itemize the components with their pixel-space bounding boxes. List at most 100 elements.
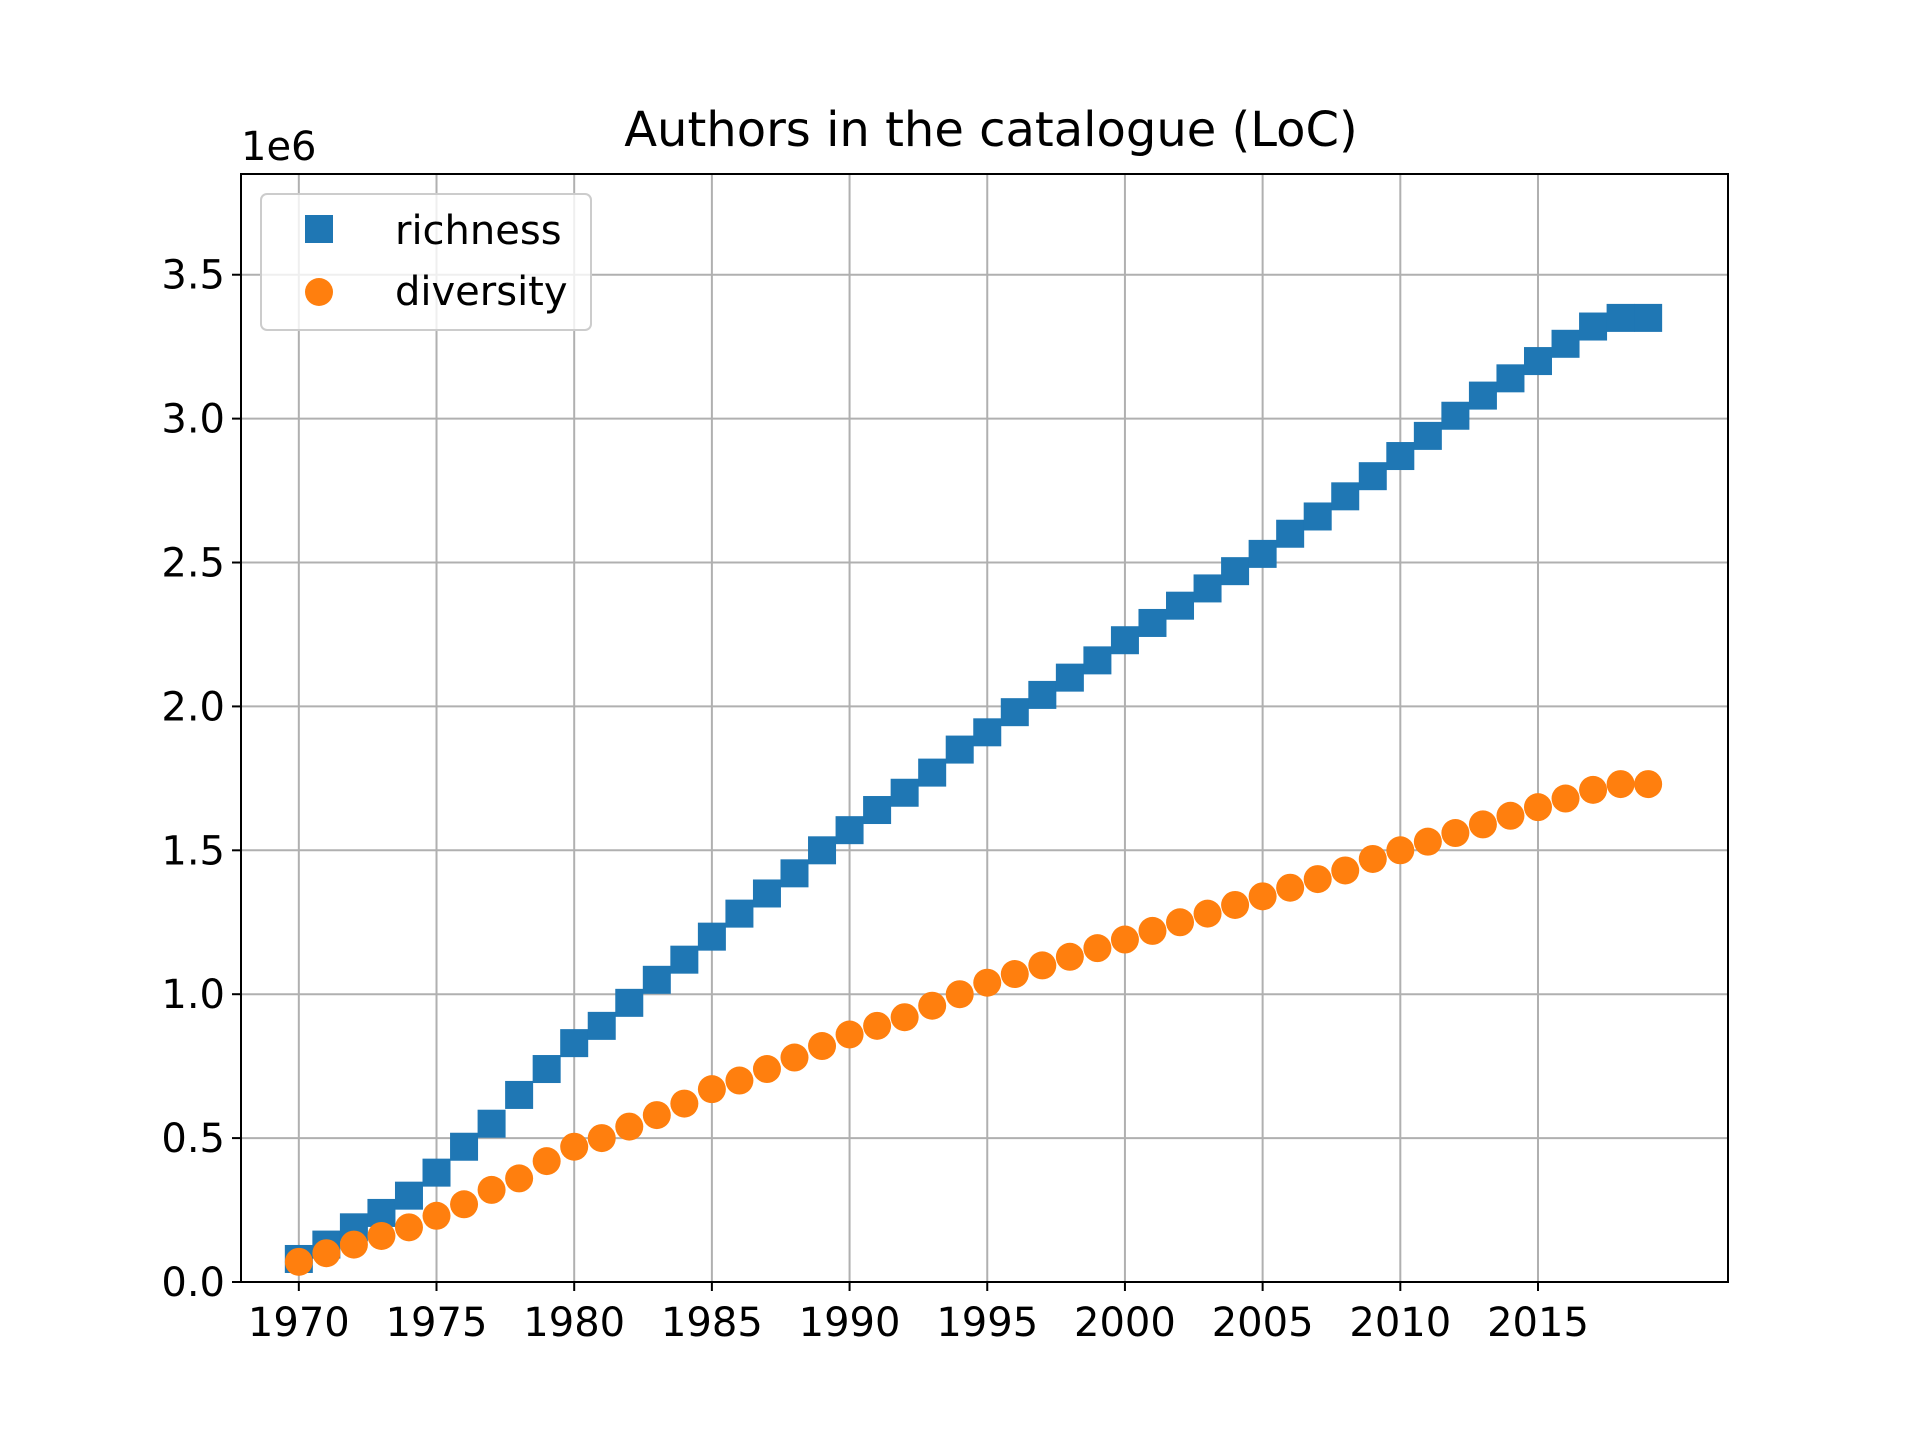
diversity-point — [1634, 770, 1663, 799]
richness-point — [1386, 442, 1415, 471]
x-tick-label: 2005 — [1212, 1300, 1314, 1346]
richness-point — [1496, 364, 1525, 393]
y-tick-label: 1.5 — [161, 828, 225, 874]
richness-point — [863, 796, 892, 825]
richness-point — [1028, 680, 1057, 709]
diversity-point — [890, 1003, 919, 1032]
x-tick-label: 1985 — [661, 1300, 763, 1346]
x-tick-label: 2015 — [1487, 1300, 1589, 1346]
axis-ticks: 1970 1975 1980 1985 1990 1995 2000 2005 2010 2015… — [161, 253, 1589, 1346]
diversity-point — [1303, 865, 1332, 894]
diversity-point — [918, 991, 947, 1020]
diversity-point — [1386, 836, 1415, 865]
diversity-point — [1276, 873, 1305, 902]
richness-point — [1138, 608, 1167, 637]
diversity-point — [1000, 960, 1029, 989]
diversity-point — [863, 1011, 892, 1040]
richness-point — [560, 1029, 589, 1058]
diversity-point — [587, 1124, 616, 1153]
richness-point — [918, 758, 947, 787]
diversity-point — [1441, 819, 1470, 848]
richness-point — [725, 899, 754, 928]
richness-point — [1303, 502, 1332, 531]
diversity-point — [642, 1101, 671, 1130]
richness-point — [752, 879, 781, 908]
legend-richness-label: richness — [395, 208, 562, 254]
richness-point — [890, 778, 919, 807]
diversity-point — [697, 1075, 726, 1104]
richness-point — [1083, 646, 1112, 675]
diversity-point — [1331, 856, 1360, 885]
richness-point — [477, 1109, 506, 1138]
diversity-point — [312, 1239, 341, 1268]
y-tick-label: 0.5 — [161, 1116, 225, 1162]
diversity-point — [752, 1055, 781, 1084]
legend-richness-marker — [305, 215, 333, 243]
richness-point — [697, 922, 726, 951]
diversity-point — [1110, 925, 1139, 954]
richness-point — [1221, 557, 1250, 586]
richness-point — [1331, 482, 1360, 511]
y-tick-label: 3.5 — [161, 253, 225, 299]
x-tick-label: 1990 — [799, 1300, 901, 1346]
diversity-point — [945, 980, 974, 1009]
diversity-point — [615, 1112, 644, 1141]
diversity-point — [505, 1164, 534, 1193]
richness-point — [1000, 698, 1029, 727]
richness-point — [1055, 663, 1084, 692]
chart-title: Authors in the catalogue (LoC) — [624, 102, 1358, 158]
richness-point — [670, 945, 699, 974]
diversity-point — [1055, 942, 1084, 971]
richness-point — [808, 836, 837, 865]
x-tick-label: 1980 — [523, 1300, 625, 1346]
richness-point — [1413, 421, 1442, 450]
richness-point — [1634, 303, 1663, 332]
y-tick-label: 2.5 — [161, 541, 225, 587]
diversity-point — [560, 1132, 589, 1161]
diversity-point — [394, 1213, 423, 1242]
diversity-point — [1606, 770, 1635, 799]
richness-point — [1551, 329, 1580, 358]
x-tick-label: 2010 — [1349, 1300, 1451, 1346]
diversity-point — [1028, 951, 1057, 980]
richness-point — [973, 718, 1002, 747]
x-tick-label: 1995 — [936, 1300, 1038, 1346]
diversity-point — [808, 1032, 837, 1061]
legend-box — [260, 193, 592, 331]
diversity-point — [1138, 916, 1167, 945]
richness-point — [422, 1158, 451, 1187]
legend: richness diversity — [260, 193, 592, 331]
diversity-point — [532, 1147, 561, 1176]
diversity-point — [1221, 890, 1250, 919]
x-tick-label: 1970 — [248, 1300, 350, 1346]
diversity-point — [284, 1247, 313, 1276]
diversity-point — [670, 1089, 699, 1118]
diversity-point — [1551, 784, 1580, 813]
diversity-point — [1496, 801, 1525, 830]
diversity-point — [367, 1221, 396, 1250]
richness-point — [1579, 312, 1608, 341]
diversity-point — [1193, 899, 1222, 928]
richness-point — [505, 1080, 534, 1109]
richness-point — [945, 735, 974, 764]
richness-point — [1193, 574, 1222, 603]
diversity-point — [835, 1020, 864, 1049]
richness-point — [1248, 539, 1277, 568]
diversity-point — [1579, 775, 1608, 804]
series-diversity — [284, 770, 1663, 1276]
legend-diversity-label: diversity — [395, 269, 568, 315]
legend-diversity-marker — [305, 278, 333, 306]
richness-point — [532, 1055, 561, 1084]
diversity-point — [1413, 827, 1442, 856]
richness-point — [835, 816, 864, 845]
diversity-point — [1166, 908, 1195, 937]
richness-point — [1276, 519, 1305, 548]
richness-point — [1468, 381, 1497, 410]
diversity-point — [422, 1201, 451, 1230]
diversity-point — [725, 1066, 754, 1095]
y-tick-label: 2.0 — [161, 684, 225, 730]
diversity-point — [1248, 882, 1277, 911]
diversity-point — [973, 968, 1002, 997]
plot-frame — [240, 173, 1729, 1283]
